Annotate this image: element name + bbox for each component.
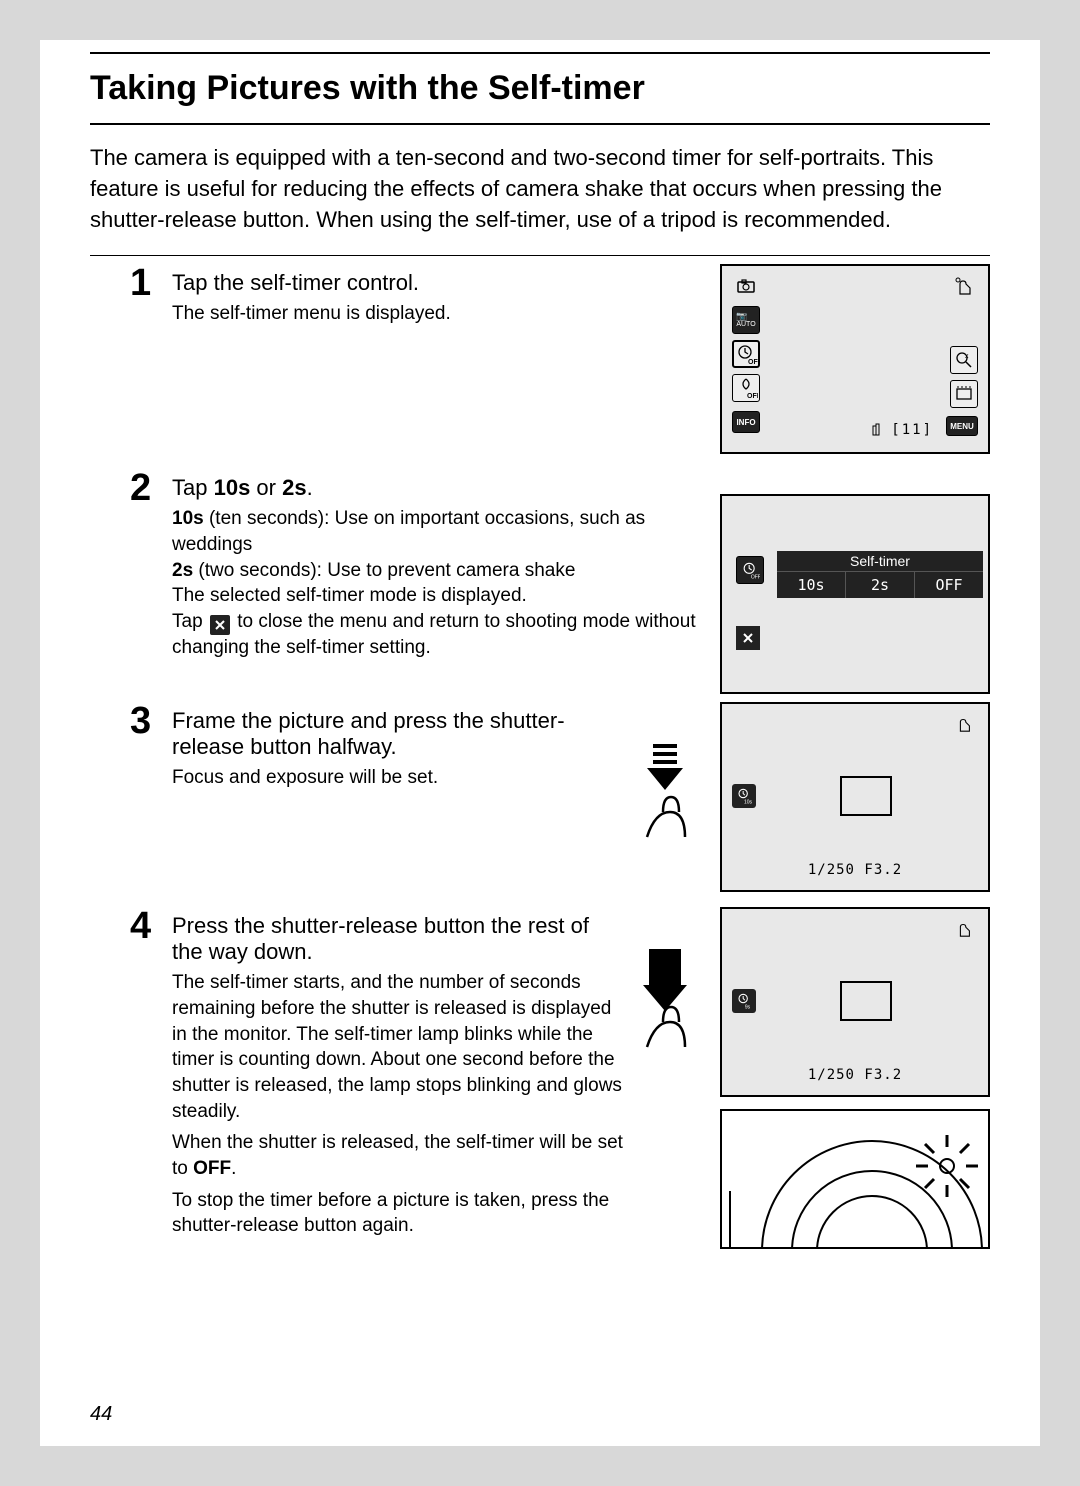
svg-text:10s: 10s — [744, 800, 753, 806]
timer-10s-badge: 10s — [732, 784, 756, 808]
svg-text:OFF: OFF — [751, 575, 760, 581]
touch-shutter-icon — [950, 710, 978, 738]
display-icon — [950, 380, 978, 408]
macro-off-icon: OFF — [732, 374, 760, 402]
focus-frame — [840, 981, 892, 1021]
touch-shutter-icon — [950, 915, 978, 943]
step-4-number: 4 — [130, 907, 172, 1249]
menu-title: Self-timer — [777, 551, 983, 572]
step-1-number: 1 — [130, 264, 172, 454]
screen-3: 10s 1/250 F3.2 — [720, 702, 990, 892]
shots-remaining: [11] — [872, 422, 933, 438]
screen-1: 📷AUTO OFF OFF INFO x — [720, 264, 990, 454]
full-press-icon — [635, 907, 705, 1249]
svg-text:OFF: OFF — [748, 359, 758, 366]
step-2-desc: 10s (ten seconds): Use on important occa… — [172, 506, 710, 660]
top-rule — [90, 52, 990, 54]
info-button: INFO — [732, 411, 760, 433]
close-icon — [210, 615, 230, 635]
menu-option-2s: 2s — [845, 572, 914, 598]
page-number: 44 — [90, 1403, 112, 1426]
close-button — [736, 626, 760, 650]
focus-frame — [840, 776, 892, 816]
step-4-desc: The self-timer starts, and the number of… — [172, 970, 625, 1238]
title-rule — [90, 123, 990, 125]
step-2-heading: Tap 10s or 2s. — [172, 475, 710, 501]
step-4-heading: Press the shutter-release button the res… — [172, 913, 625, 965]
self-timer-icon: OFF — [736, 556, 764, 584]
touch-shutter-icon — [950, 272, 978, 300]
svg-text:9s: 9s — [745, 1005, 751, 1011]
zoom-icon: x — [950, 346, 978, 374]
screen-2: OFF Self-timer 10s 2s OFF — [720, 494, 990, 694]
page-title: Taking Pictures with the Self-timer — [90, 69, 990, 108]
step-3: 3 Frame the picture and press the shutte… — [130, 702, 990, 892]
self-timer-off-icon: OFF — [732, 340, 760, 368]
step-1-desc: The self-timer menu is displayed. — [172, 301, 710, 327]
step-4: 4 Press the shutter-release button the r… — [130, 907, 990, 1249]
step-2: 2 Tap 10s or 2s. 10s (ten seconds): Use … — [130, 469, 990, 694]
menu-button: MENU — [946, 416, 978, 436]
camera-icon — [732, 272, 760, 300]
exposure-readout: 1/250 F3.2 — [722, 862, 988, 878]
step-3-desc: Focus and exposure will be set. — [172, 765, 625, 791]
screen-4: 9s 1/250 F3.2 — [720, 907, 990, 1097]
svg-text:OFF: OFF — [747, 393, 758, 400]
camera-top-view — [720, 1109, 990, 1249]
step-3-heading: Frame the picture and press the shutter-… — [172, 708, 625, 760]
svg-text:x: x — [965, 353, 969, 360]
exposure-readout: 1/250 F3.2 — [722, 1067, 988, 1083]
halfway-press-icon — [635, 702, 705, 892]
intro-text: The camera is equipped with a ten-second… — [90, 143, 990, 235]
step-1-heading: Tap the self-timer control. — [172, 270, 710, 296]
menu-option-10s: 10s — [777, 572, 845, 598]
self-timer-menu: Self-timer 10s 2s OFF — [777, 551, 983, 598]
step-2-number: 2 — [130, 469, 172, 694]
auto-mode-icon: 📷AUTO — [732, 306, 760, 334]
step-3-number: 3 — [130, 702, 172, 892]
timer-9s-badge: 9s — [732, 989, 756, 1013]
menu-option-off: OFF — [914, 572, 983, 598]
section-rule — [90, 255, 990, 256]
step-1: 1 Tap the self-timer control. The self-t… — [130, 264, 990, 454]
